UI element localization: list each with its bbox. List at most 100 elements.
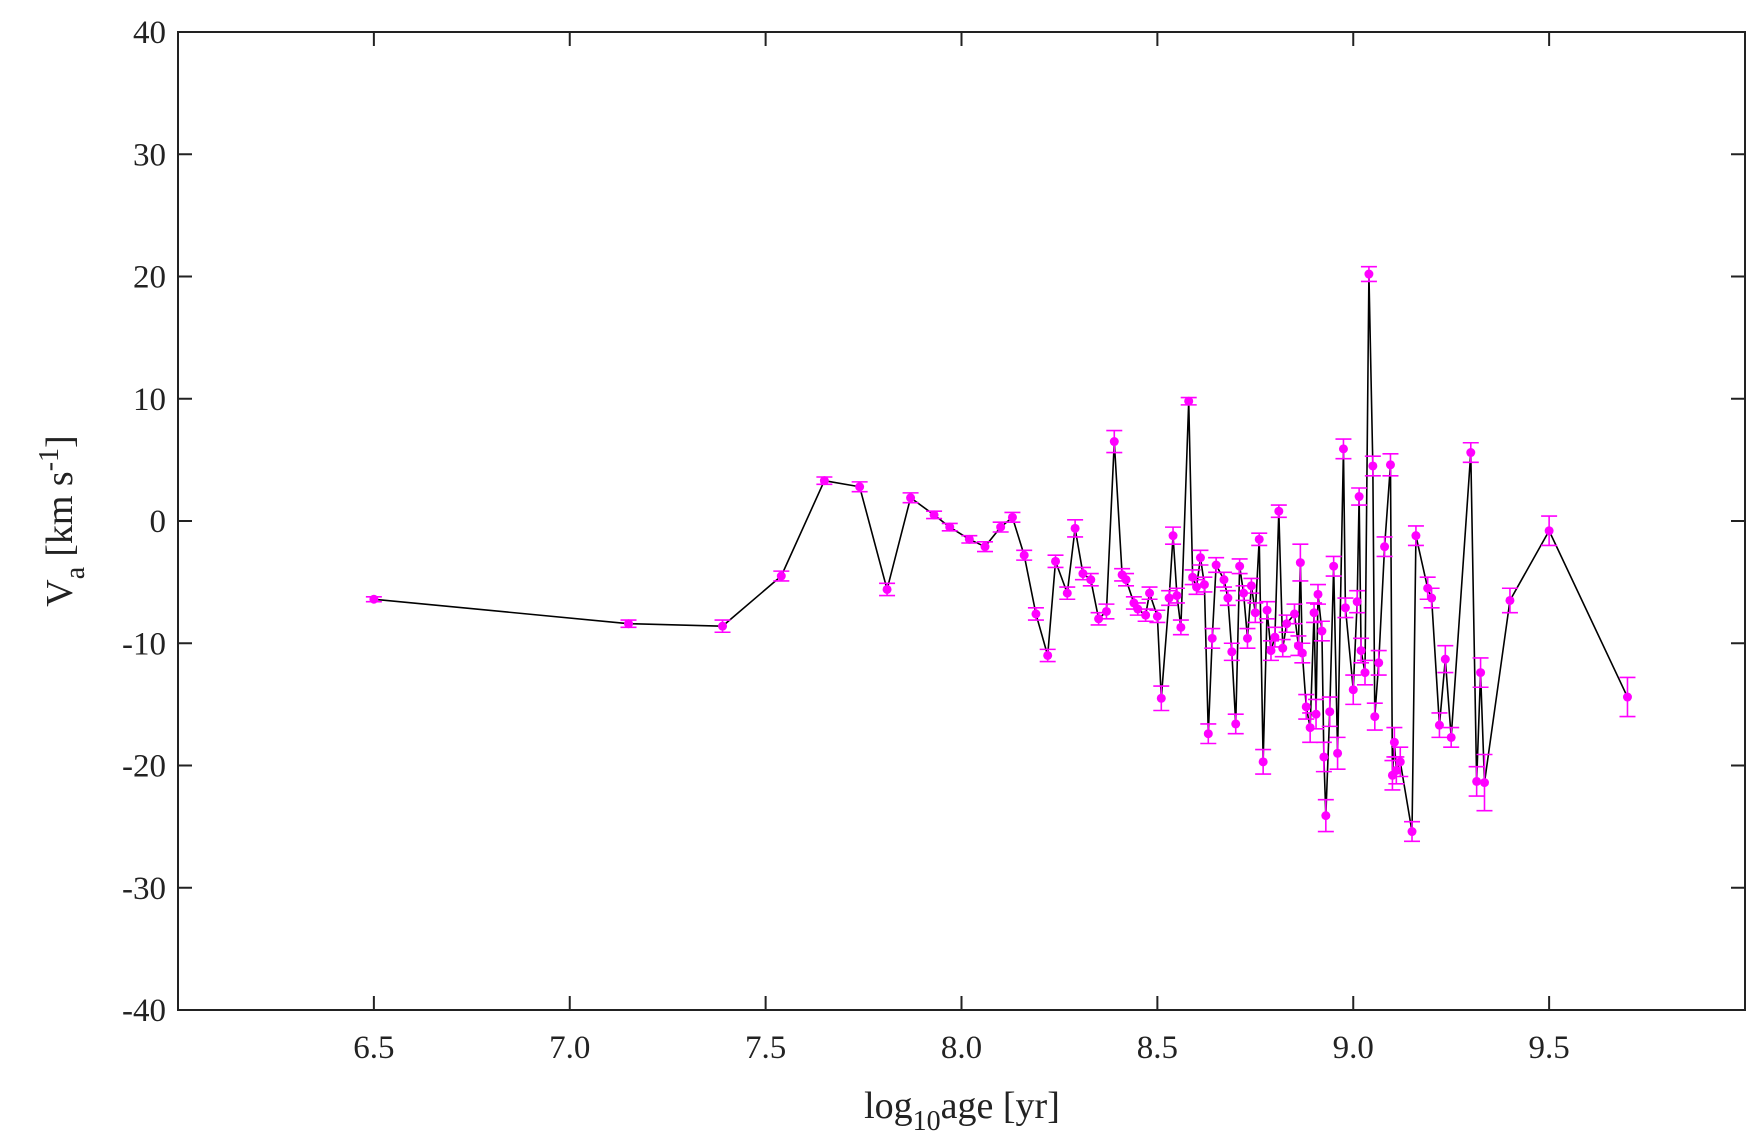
y-tick-label: -40: [122, 993, 166, 1029]
data-point: [1231, 719, 1241, 729]
data-point: [1356, 646, 1366, 656]
data-point: [1348, 685, 1358, 695]
plot-frame: [177, 31, 1746, 1011]
data-point: [906, 493, 916, 503]
data-point: [1374, 658, 1384, 668]
y-label-sub: a: [60, 566, 91, 579]
data-point: [1254, 534, 1264, 544]
data-point: [1192, 582, 1202, 592]
data-point: [1440, 654, 1450, 664]
data-point: [996, 522, 1006, 532]
data-point: [718, 621, 728, 631]
data-point: [1317, 626, 1327, 636]
data-point: [1176, 622, 1186, 632]
data-point: [776, 571, 786, 581]
data-point: [624, 619, 634, 629]
data-point: [1333, 748, 1343, 758]
data-point: [1301, 702, 1311, 712]
data-point: [980, 542, 990, 552]
data-point: [1466, 448, 1476, 458]
data-point: [1321, 811, 1331, 821]
x-tick-label: 7.5: [745, 1030, 786, 1066]
data-point: [1544, 526, 1554, 536]
data-point: [1305, 723, 1315, 733]
data-point: [1427, 593, 1437, 603]
y-tick-label: 20: [133, 260, 166, 296]
data-point: [1109, 437, 1119, 447]
data-point: [1258, 757, 1268, 767]
data-point: [1360, 668, 1370, 678]
x-tick-label: 7.0: [549, 1030, 590, 1066]
x-tick-label: 9.5: [1529, 1030, 1570, 1066]
data-point: [1242, 633, 1252, 643]
data-point: [1319, 752, 1329, 762]
data-point: [1121, 575, 1131, 585]
data-point: [882, 584, 892, 594]
data-point: [1145, 588, 1155, 598]
y-tick-label: 10: [133, 382, 166, 418]
data-point: [1407, 827, 1417, 837]
data-point: [1391, 765, 1401, 775]
data-point: [1434, 720, 1444, 730]
x-tick-label: 8.5: [1137, 1030, 1178, 1066]
data-point: [1070, 523, 1080, 533]
data-point: [1395, 757, 1405, 767]
data-point: [929, 510, 939, 520]
y-tick-label: -10: [122, 626, 166, 662]
data-point: [1223, 593, 1233, 603]
y-tick-label: 40: [133, 15, 166, 51]
x-tick-label: 6.5: [353, 1030, 394, 1066]
data-point: [1622, 692, 1632, 702]
data-point: [1019, 550, 1029, 560]
data-point: [1168, 531, 1178, 541]
data-point: [1184, 396, 1194, 406]
y-tick-label: -20: [122, 749, 166, 785]
data-point: [1152, 611, 1162, 621]
data-point: [1156, 693, 1166, 703]
data-point: [1031, 609, 1041, 619]
data-point: [1211, 560, 1221, 570]
data-point: [1297, 648, 1307, 658]
data-point: [1172, 591, 1182, 601]
x-tick-label: 8.0: [941, 1030, 982, 1066]
x-axis-label: log10age [yr]: [864, 1085, 1060, 1137]
data-point: [1340, 603, 1350, 613]
data-point: [1051, 556, 1061, 566]
y-tick-label: 30: [133, 137, 166, 173]
data-line: [373, 274, 1629, 832]
data-point: [1364, 269, 1374, 279]
data-point: [1219, 575, 1229, 585]
data-point: [1476, 668, 1486, 678]
data-point: [1354, 492, 1364, 502]
y-label-part: ]: [39, 435, 81, 448]
data-point: [1101, 606, 1111, 616]
data-point: [1207, 633, 1217, 643]
y-label-part: [km s: [39, 471, 81, 557]
data-point: [369, 594, 379, 604]
data-point: [1289, 609, 1299, 619]
data-point: [855, 482, 865, 492]
data-point: [1195, 553, 1205, 563]
data-point: [1380, 542, 1390, 552]
data-point: [1325, 707, 1335, 717]
data-point: [1311, 709, 1321, 719]
x-label-sub: 10: [913, 1106, 941, 1137]
data-point: [1043, 650, 1053, 660]
data-point: [1295, 558, 1305, 568]
x-label-part: age [yr]: [941, 1085, 1060, 1127]
data-point: [819, 476, 829, 486]
data-point: [945, 522, 955, 532]
data-point: [1338, 444, 1348, 454]
data-point: [1246, 581, 1256, 591]
data-point: [1164, 593, 1174, 603]
data-point: [1274, 506, 1284, 516]
data-point: [1007, 512, 1017, 522]
data-point: [1313, 589, 1323, 599]
data-point: [1203, 729, 1213, 739]
y-axis-label: Va [km s-1]: [34, 435, 91, 606]
data-point: [1262, 605, 1272, 615]
data-point: [964, 534, 974, 544]
data-point: [1235, 561, 1245, 571]
data-point: [1385, 460, 1395, 470]
